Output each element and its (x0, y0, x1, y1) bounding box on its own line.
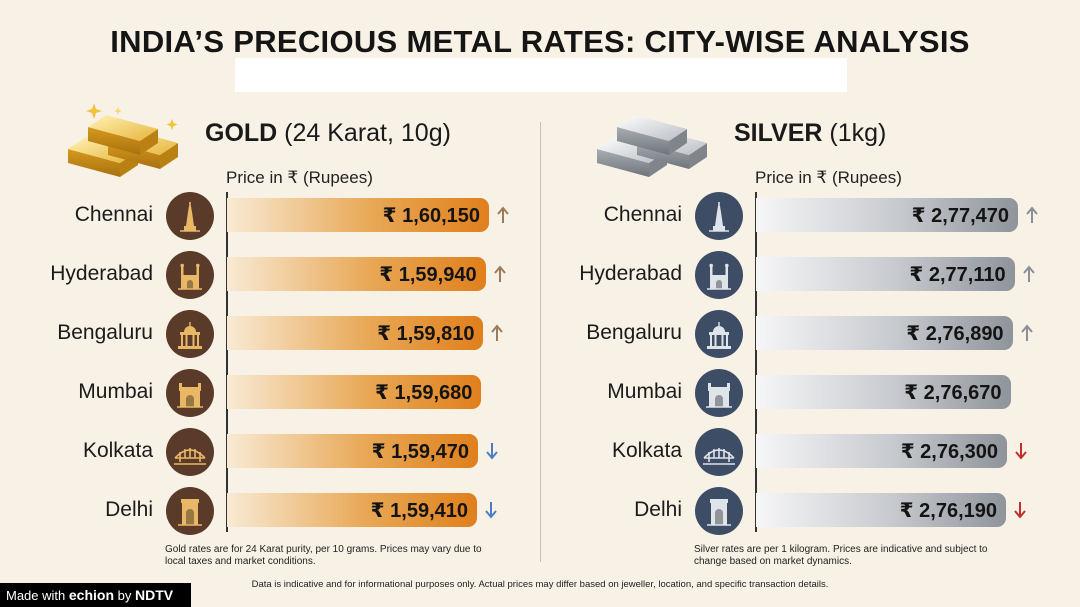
gold-value-label-chennai: ₹ 1,60,150 (382, 205, 480, 227)
gold-city-label-delhi: Delhi (105, 498, 153, 521)
panel-divider (540, 122, 541, 562)
trend-up-arrow-icon (1022, 265, 1036, 283)
gold-axis-line (226, 192, 228, 532)
gateway-of-india-icon (695, 369, 743, 417)
silver-value-label-hyderabad: ₹ 2,77,110 (909, 264, 1006, 286)
silver-footnote: Silver rates are per 1 kilogram. Prices … (694, 544, 988, 567)
silver-axis-label: Price in ₹ (Rupees) (755, 168, 902, 187)
silver-bar-mumbai: ₹ 2,76,670 (756, 375, 1011, 409)
trend-up-arrow-icon (496, 206, 510, 224)
disclaimer-text: Data is indicative and for informational… (251, 579, 829, 590)
gold-bar-bengaluru: ₹ 1,59,810 (227, 316, 484, 350)
charminar-icon (695, 251, 743, 299)
vidhana-soudha-icon (695, 310, 743, 358)
trend-down-arrow-icon (1014, 442, 1028, 460)
gold-bar-hyderabad: ₹ 1,59,940 (227, 257, 486, 291)
gold-value-label-hyderabad: ₹ 1,59,940 (379, 264, 477, 286)
temple-gopuram-icon (695, 192, 743, 240)
silver-heading: SILVER (1kg) (734, 119, 887, 147)
gold-value-label-mumbai: ₹ 1,59,680 (375, 382, 473, 404)
trend-up-arrow-icon (493, 265, 507, 283)
trend-up-arrow-icon (1020, 324, 1034, 342)
gold-footnote: Gold rates are for 24 Karat purity, per … (165, 544, 482, 567)
gold-axis-label: Price in ₹ (Rupees) (226, 168, 373, 187)
silver-city-label-mumbai: Mumbai (607, 380, 682, 403)
silver-axis-line (755, 192, 757, 532)
title-underline-strip (235, 58, 847, 92)
silver-value-label-mumbai: ₹ 2,76,670 (904, 382, 1002, 404)
howrah-bridge-icon (695, 428, 743, 476)
charminar-icon (166, 251, 214, 299)
silver-value-label-chennai: ₹ 2,77,470 (911, 205, 1009, 227)
trend-up-arrow-icon (490, 324, 504, 342)
temple-gopuram-icon (166, 192, 214, 240)
gold-bar-chennai: ₹ 1,60,150 (227, 198, 489, 232)
silver-bar-delhi: ₹ 2,76,190 (756, 493, 1006, 527)
silver-value-label-bengaluru: ₹ 2,76,890 (906, 323, 1004, 345)
gold-city-label-mumbai: Mumbai (78, 380, 153, 403)
silver-bar-kolkata: ₹ 2,76,300 (756, 434, 1008, 468)
gold-heading: GOLD (24 Karat, 10g) (205, 119, 451, 147)
gateway-of-india-icon (166, 369, 214, 417)
gold-value-label-bengaluru: ₹ 1,59,810 (377, 323, 475, 345)
silver-panel: SILVER (1kg) Price in ₹ (Rupees) Chennai… (529, 0, 1069, 607)
silver-bar-hyderabad: ₹ 2,77,110 (756, 257, 1015, 291)
silver-city-label-kolkata: Kolkata (611, 439, 682, 462)
silver-bars-icon (597, 115, 707, 177)
gold-city-label-kolkata: Kolkata (82, 439, 153, 462)
trend-down-arrow-icon (484, 501, 498, 519)
gold-city-label-bengaluru: Bengaluru (57, 321, 153, 344)
gold-bars-icon (68, 103, 178, 177)
gold-bar-mumbai: ₹ 1,59,680 (227, 375, 482, 409)
trend-down-arrow-icon (1013, 501, 1027, 519)
silver-city-label-bengaluru: Bengaluru (586, 321, 682, 344)
brand-badge[interactable]: Made with echion by NDTV (0, 583, 191, 607)
page-title: INDIA’S PRECIOUS METAL RATES: CITY-WISE … (110, 24, 970, 59)
trend-down-arrow-icon (485, 442, 499, 460)
india-gate-icon (695, 487, 743, 535)
gold-value-label-kolkata: ₹ 1,59,470 (371, 441, 469, 463)
gold-panel: GOLD (24 Karat, 10g) Price in ₹ (Rupees)… (50, 103, 510, 567)
trend-up-arrow-icon (1025, 206, 1039, 224)
silver-city-label-hyderabad: Hyderabad (579, 262, 682, 285)
howrah-bridge-icon (166, 428, 214, 476)
india-gate-icon (166, 487, 214, 535)
vidhana-soudha-icon (166, 310, 214, 358)
gold-city-label-chennai: Chennai (74, 203, 153, 226)
silver-bar-chennai: ₹ 2,77,470 (756, 198, 1018, 232)
silver-value-label-delhi: ₹ 2,76,190 (899, 500, 997, 522)
gold-bar-kolkata: ₹ 1,59,470 (227, 434, 478, 468)
silver-value-label-kolkata: ₹ 2,76,300 (900, 441, 999, 463)
silver-city-label-delhi: Delhi (634, 498, 682, 521)
gold-bar-delhi: ₹ 1,59,410 (227, 493, 477, 527)
silver-city-label-chennai: Chennai (603, 203, 682, 226)
gold-city-label-hyderabad: Hyderabad (50, 262, 153, 285)
gold-value-label-delhi: ₹ 1,59,410 (370, 500, 468, 522)
silver-bar-bengaluru: ₹ 2,76,890 (756, 316, 1013, 350)
